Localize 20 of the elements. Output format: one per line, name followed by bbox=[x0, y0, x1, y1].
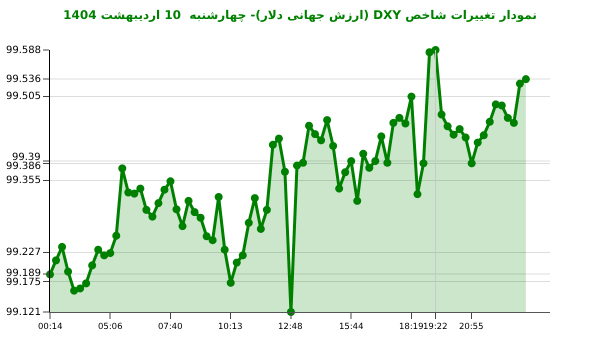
y-tick-label: 99.121 bbox=[6, 307, 41, 318]
x-tick-label: 00:14 bbox=[38, 322, 62, 332]
chart-title: نمودار تغییرات شاخص DXY (ارزش جهانی دلار)- چهارشنبه 10 اردیبهشت 1404 bbox=[63, 8, 537, 22]
y-tick-label: 99.39 bbox=[12, 152, 41, 163]
y-tick-label: 99.588 bbox=[6, 45, 41, 56]
y-tick-label: 99.175 bbox=[6, 277, 41, 288]
y-tick-label: 99.355 bbox=[6, 175, 41, 186]
x-tick-label: 12:48 bbox=[278, 322, 302, 332]
y-tick-label: 99.505 bbox=[6, 91, 41, 102]
y-tick-label: 99.189 bbox=[6, 268, 41, 279]
x-tick-label: 19:22 bbox=[423, 322, 448, 332]
x-tick-label: 07:40 bbox=[158, 322, 182, 332]
x-tick-label: 18:19 bbox=[399, 322, 424, 332]
y-tick-label: 99.536 bbox=[6, 74, 41, 85]
y-tick-label: 99.386 bbox=[6, 161, 41, 172]
x-tick-label: 10:13 bbox=[218, 322, 242, 332]
x-tick-label: 15:44 bbox=[339, 322, 364, 332]
x-tick-label: 20:55 bbox=[459, 322, 484, 332]
x-tick-label: 05:06 bbox=[98, 322, 122, 332]
y-tick-label: 99.227 bbox=[6, 247, 41, 258]
